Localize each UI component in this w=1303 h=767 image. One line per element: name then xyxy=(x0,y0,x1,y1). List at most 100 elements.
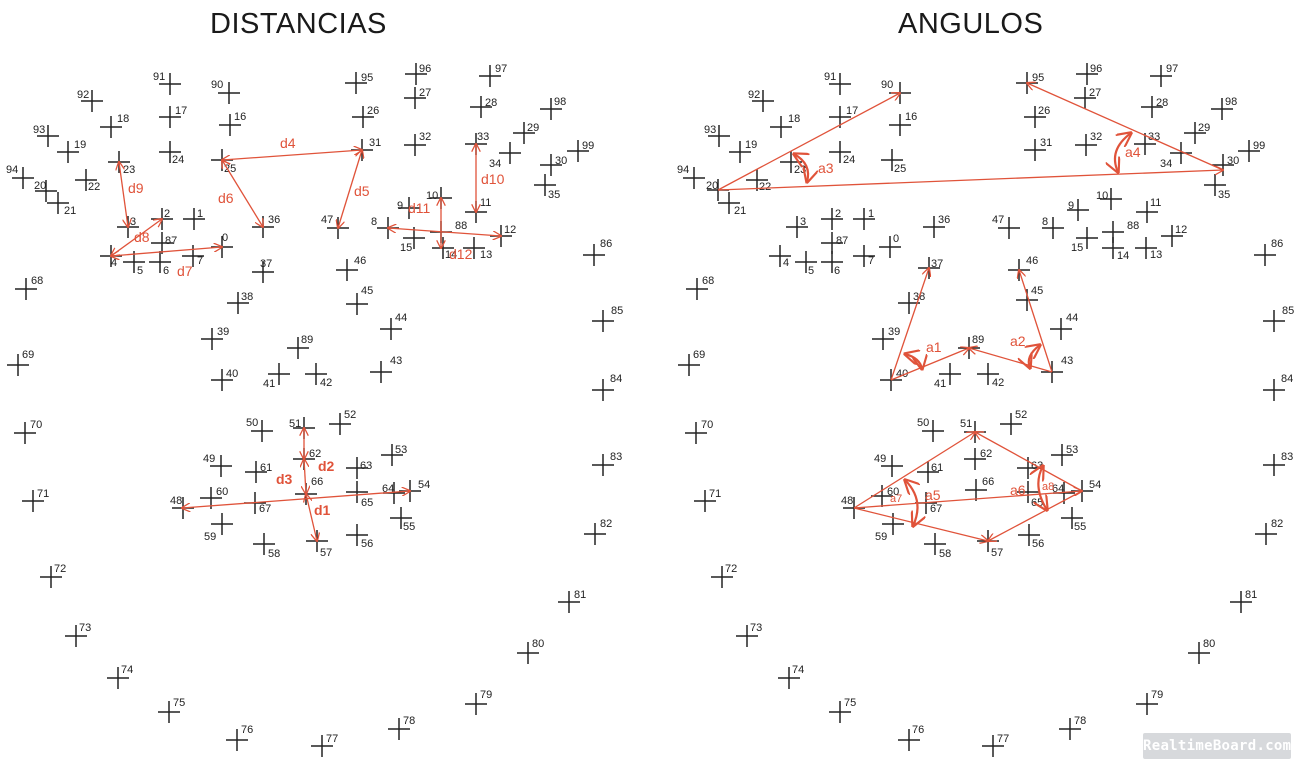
landmark-label: 97 xyxy=(1166,63,1178,75)
left-landmark-58: 58 xyxy=(253,533,280,560)
angle-a3-label: a3 xyxy=(818,160,834,176)
landmark-label: 2 xyxy=(164,208,170,220)
left-landmark-89: 89 xyxy=(287,334,313,359)
landmark-label: 35 xyxy=(1218,189,1230,201)
right-landmark-98: 98 xyxy=(1211,96,1237,120)
landmark-label: 87 xyxy=(836,235,848,247)
angle-ray xyxy=(1019,270,1053,373)
landmark-label: 43 xyxy=(390,355,402,367)
right-landmark-10: 10 xyxy=(1096,188,1122,210)
right-landmark-61: 61 xyxy=(917,461,943,483)
landmark-label: 57 xyxy=(320,547,332,559)
landmark-label: 50 xyxy=(246,417,258,429)
landmark-label: 32 xyxy=(1090,131,1102,143)
landmark-label: 85 xyxy=(1282,305,1294,317)
right-landmark-88: 88 xyxy=(1102,220,1139,243)
left-landmark-38: 38 xyxy=(227,291,253,314)
right-landmark-69: 69 xyxy=(678,349,705,376)
right-landmark-39: 39 xyxy=(872,326,900,350)
landmark-label: 5 xyxy=(137,265,143,277)
left-landmark-37: 37 xyxy=(252,258,274,283)
landmark-label: 88 xyxy=(1127,220,1139,232)
angle-a6-arc xyxy=(1038,466,1047,510)
right-landmark-91: 91 xyxy=(824,71,851,95)
distance-d12-label: d12 xyxy=(449,246,473,262)
landmark-label: 89 xyxy=(301,334,313,346)
landmark-label: 42 xyxy=(320,377,332,389)
landmark-label: 92 xyxy=(748,89,760,101)
angle-a5-arc xyxy=(905,480,918,526)
left-landmark-75: 75 xyxy=(158,697,185,723)
right-landmark-93: 93 xyxy=(704,124,730,147)
right-landmark-75: 75 xyxy=(829,697,856,723)
distance-d8-arrow xyxy=(111,219,162,256)
right-landmark-87: 87 xyxy=(821,232,848,254)
landmark-label: 18 xyxy=(788,113,800,125)
right-landmark-97: 97 xyxy=(1150,63,1178,87)
landmark-label: 96 xyxy=(419,63,431,75)
landmark-label: 77 xyxy=(997,733,1009,745)
left-landmark-53: 53 xyxy=(381,444,407,466)
right-landmark-55: 55 xyxy=(1061,507,1086,533)
landmark-label: 22 xyxy=(88,181,100,193)
distance-d8-label: d8 xyxy=(134,229,150,245)
left-landmark-23: 23 xyxy=(108,151,135,176)
right-landmark-26: 26 xyxy=(1024,105,1050,128)
landmark-label: 1 xyxy=(197,208,203,220)
realtimeboard-watermark: RealtimeBoard.com xyxy=(1143,733,1291,759)
landmark-label: 44 xyxy=(1066,312,1078,324)
landmark-label: 68 xyxy=(702,275,714,287)
landmark-label: 41 xyxy=(263,378,275,390)
landmark-label: 95 xyxy=(1032,72,1044,84)
landmark-label: 20 xyxy=(706,180,718,192)
right-landmark-84: 84 xyxy=(1263,373,1293,401)
distance-d2-label: d2 xyxy=(318,458,335,474)
right-landmark-77: 77 xyxy=(982,733,1009,757)
landmark-label: 61 xyxy=(931,462,943,474)
right-landmark-33: 33 xyxy=(1134,131,1160,155)
landmark-label: 16 xyxy=(905,111,917,123)
angle-ray xyxy=(1027,83,1224,171)
angle-a6-label: a6 xyxy=(1010,482,1026,498)
right-landmark-59: 59 xyxy=(875,513,904,543)
right-landmark-54: 54 xyxy=(1071,479,1101,502)
landmark-label: 31 xyxy=(1040,137,1052,149)
left-landmark-29: 29 xyxy=(513,122,539,144)
left-landmark-49: 49 xyxy=(203,453,232,477)
landmark-label: 86 xyxy=(1271,238,1283,250)
left-landmark-68: 68 xyxy=(15,275,43,300)
landmark-label: 93 xyxy=(704,124,716,136)
landmark-label: 46 xyxy=(354,255,366,267)
landmark-label: 74 xyxy=(792,664,804,676)
landmark-label: 74 xyxy=(121,664,133,676)
landmark-label: 6 xyxy=(834,265,840,277)
landmark-label: 60 xyxy=(216,486,228,498)
left-landmark-31: 31 xyxy=(351,137,381,161)
right-landmark-34: 34 xyxy=(1160,142,1192,170)
landmark-label: 11 xyxy=(1150,197,1161,209)
right-landmark-56: 56 xyxy=(1018,524,1044,550)
landmark-label: 68 xyxy=(31,275,43,287)
landmark-label: 49 xyxy=(874,453,886,465)
right-landmark-74: 74 xyxy=(778,664,804,689)
landmark-label: 42 xyxy=(992,377,1004,389)
distance-d3-label: d3 xyxy=(276,471,293,487)
landmark-label: 98 xyxy=(1225,96,1237,108)
left-landmark-6: 6 xyxy=(149,251,171,277)
landmark-label: 88 xyxy=(455,220,467,232)
distance-d4-arrow xyxy=(222,150,362,160)
landmark-label: 30 xyxy=(555,155,567,167)
landmark-label: 21 xyxy=(64,205,76,217)
landmark-label: 18 xyxy=(117,113,129,125)
left-landmark-17: 17 xyxy=(159,105,187,128)
landmark-label: 43 xyxy=(1061,355,1073,367)
landmark-label: 25 xyxy=(894,163,906,175)
left-landmark-1: 1 xyxy=(183,208,205,230)
left-landmark-45: 45 xyxy=(346,285,373,315)
landmark-label: 50 xyxy=(917,417,929,429)
landmark-label: 34 xyxy=(1160,158,1172,170)
angle-a1-arc xyxy=(905,354,922,369)
right-landmark-80: 80 xyxy=(1188,638,1215,664)
landmark-label: 31 xyxy=(369,137,381,149)
landmark-label: 15 xyxy=(400,242,412,254)
